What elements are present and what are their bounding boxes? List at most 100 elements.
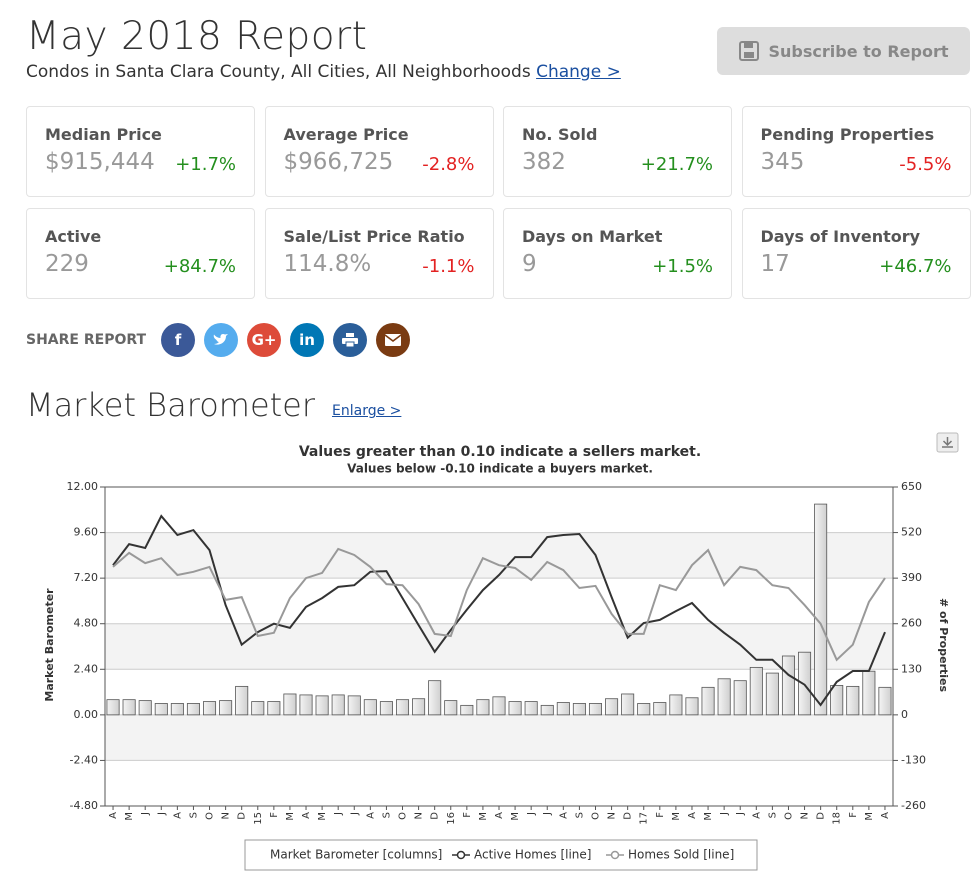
twitter-icon [213, 333, 229, 345]
stat-card: Days of Inventory 17 +46.7% [741, 208, 971, 299]
bar [781, 655, 795, 716]
y2-tick-label: 520 [901, 526, 922, 539]
bar [235, 685, 249, 716]
bar [572, 703, 586, 716]
bar [862, 670, 876, 716]
stat-value: 382 [522, 149, 566, 175]
bar [363, 699, 377, 716]
bar [122, 699, 136, 716]
y2-tick-label: 0 [901, 708, 908, 721]
stats-grid: Median Price $915,444 +1.7% Average Price $9… [26, 106, 971, 299]
bar [701, 686, 715, 716]
linkedin-button[interactable]: in [290, 323, 325, 357]
enlarge-link[interactable]: Enlarge > [332, 403, 402, 419]
stat-change: +1.7% [175, 154, 236, 175]
stat-label: Sale/List Price Ratio [283, 227, 465, 246]
report-title: May 2018 Report [26, 14, 368, 59]
grid-band [105, 532, 893, 579]
grid-band [105, 714, 893, 761]
stat-value: $915,444 [45, 149, 155, 175]
bar [556, 702, 570, 716]
save-icon [738, 41, 759, 61]
x-tick-label: M [285, 812, 296, 821]
stat-change: +21.7% [640, 154, 713, 175]
bar [299, 694, 313, 716]
bar [588, 703, 603, 716]
facebook-button[interactable]: f [161, 323, 196, 357]
x-tick-label: F [269, 812, 280, 818]
googleplus-button[interactable]: G+ [247, 323, 282, 357]
bar [347, 695, 361, 716]
bar [508, 701, 522, 716]
change-link[interactable]: Change > [536, 62, 621, 82]
stat-card: Median Price $915,444 +1.7% [26, 106, 255, 197]
stat-value: 17 [760, 251, 790, 277]
stat-card: Active 229 +84.7% [26, 208, 255, 299]
stat-label: Active [45, 227, 102, 246]
bar [203, 701, 217, 716]
x-tick-label: O [398, 812, 409, 820]
bar [186, 703, 200, 716]
chart-title: Values greater than 0.10 indicate a sell… [299, 444, 701, 460]
bar [540, 704, 554, 716]
x-tick-label: S [188, 812, 199, 818]
stat-value: 345 [760, 149, 805, 175]
bar [412, 698, 426, 716]
stat-value: 114.8% [283, 251, 372, 277]
x-tick-label: M [703, 812, 714, 821]
email-button[interactable] [376, 323, 411, 357]
x-tick-label: M [864, 812, 875, 821]
bar [106, 699, 120, 716]
bar [653, 702, 667, 716]
x-tick-label: J [735, 812, 746, 816]
x-tick-label: D [816, 812, 827, 820]
subscribe-label: Subscribe to Report [768, 41, 949, 61]
bar [379, 701, 393, 716]
report-subtitle: Condos in Santa Clara County, All Cities… [26, 62, 621, 82]
x-tick-label: A [108, 812, 119, 819]
legend-marker [456, 850, 466, 860]
x-tick-label: J [140, 812, 151, 816]
share-row: SHARE REPORT f G+ in [26, 323, 411, 357]
stat-label: No. Sold [522, 125, 598, 144]
section-heading: Market Barometer [26, 386, 316, 424]
stat-change: -5.5% [899, 154, 952, 175]
stat-change: -2.8% [422, 154, 475, 175]
print-button[interactable] [333, 323, 368, 357]
bar [138, 700, 152, 716]
bar [637, 703, 651, 716]
x-tick-label: S [767, 812, 778, 818]
bar [444, 700, 458, 716]
x-tick-label: J [542, 812, 553, 816]
x-tick-label: O [783, 812, 794, 820]
y-tick-label: 0.00 [74, 708, 99, 721]
plot-border [104, 486, 894, 807]
x-tick-label: A [558, 812, 569, 819]
stat-change: +84.7% [163, 256, 236, 277]
stat-card: Days on Market 9 +1.5% [503, 208, 732, 299]
x-tick-label: J [349, 812, 360, 816]
x-tick-label: 16 [446, 812, 457, 825]
line [112, 514, 886, 707]
bar [315, 695, 329, 716]
x-tick-label: A [365, 812, 376, 819]
x-tick-label: N [414, 812, 425, 819]
x-tick-label: N [800, 812, 811, 819]
twitter-button[interactable] [204, 323, 239, 357]
bar [749, 666, 763, 716]
stat-label: Pending Properties [760, 125, 935, 144]
x-tick-label: A [751, 812, 762, 819]
bar [765, 672, 779, 716]
y2-axis-label: # of Properties [937, 598, 950, 693]
x-tick-label: D [237, 812, 248, 820]
y2-tick-label: 390 [901, 571, 922, 584]
bar [154, 703, 168, 716]
stat-label: Median Price [45, 125, 162, 144]
legend-label: Active Homes [line] [474, 848, 591, 862]
subscribe-button[interactable]: Subscribe to Report [717, 27, 970, 75]
bar [251, 701, 265, 716]
y2-tick-label: -130 [901, 753, 926, 766]
download-icon [942, 437, 953, 448]
legend-box [244, 839, 758, 871]
stat-value: 9 [522, 251, 537, 277]
